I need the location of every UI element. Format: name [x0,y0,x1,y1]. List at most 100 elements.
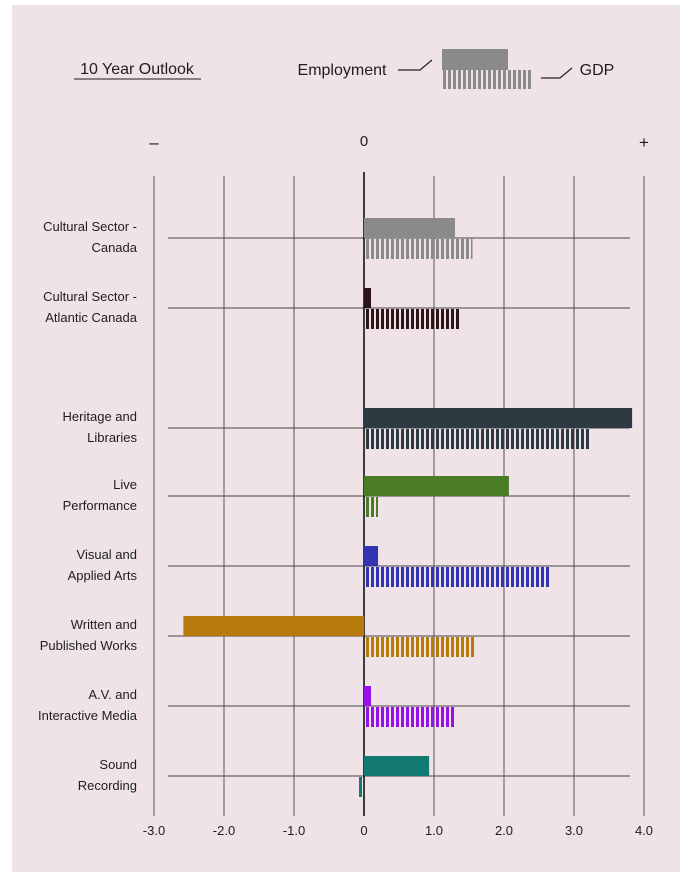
gdp-bar-stripe [391,239,394,259]
legend-gdp-stripe [473,70,476,89]
gdp-bar-stripe [376,497,378,517]
gdp-bar-stripe [456,637,459,657]
category-label: Heritage and [63,409,137,424]
gdp-bar-stripe [466,239,469,259]
gdp-bar-stripe [406,707,409,727]
legend-gdp-stripe [478,70,481,89]
gdp-bar-stripe [391,309,394,329]
gdp-bar-stripe [426,239,429,259]
legend-gdp-stripe [518,70,521,89]
gdp-bar-stripe [461,637,464,657]
gdp-bar-stripe [421,707,424,727]
gdp-bar-stripe [501,567,504,587]
category-label: Sound [99,757,137,772]
gdp-bar [366,429,589,449]
gdp-bar-stripe [436,309,439,329]
employment-bar [364,218,455,238]
category-label: Applied Arts [68,568,138,583]
legend-gdp-swatch [443,70,531,89]
gdp-bar-stripe [401,309,404,329]
gdp-bar-stripe [456,429,459,449]
gdp-bar-stripe [436,707,439,727]
gdp-bar-stripe [471,567,474,587]
x-tick-label: 0 [360,823,367,838]
x-tick-label: 4.0 [635,823,653,838]
gdp-bar-stripe [381,637,384,657]
gdp-bar-stripe [476,429,479,449]
category-label: Recording [78,778,137,793]
gdp-bar-stripe [431,309,434,329]
gdp-bar-stripe [376,637,379,657]
gdp-bar [366,309,459,329]
gdp-bar-stripe [511,567,514,587]
gdp-bar-stripe [416,637,419,657]
gdp-bar-stripe [536,567,539,587]
gdp-bar-stripe [466,429,469,449]
legend-gdp-stripe [448,70,451,89]
gdp-bar-stripe [471,637,474,657]
gdp-bar-stripe [396,239,399,259]
category-label: Performance [63,498,137,513]
gdp-bar-stripe [576,429,579,449]
gdp-bar-stripe [391,567,394,587]
legend-gdp-stripe [528,70,531,89]
legend-gdp-stripe [513,70,516,89]
gdp-bar-stripe [376,567,379,587]
gdp-bar-stripe [386,309,389,329]
gdp-bar-stripe [441,637,444,657]
gdp-bar-stripe [476,567,479,587]
gdp-bar-stripe [541,567,544,587]
gdp-bar-stripe [456,567,459,587]
gdp-bar-stripe [451,637,454,657]
gdp-bar-stripe [441,707,444,727]
legend-employment-swatch [442,49,508,70]
gdp-bar-stripe [431,567,434,587]
category-label: Atlantic Canada [45,310,138,325]
gdp-bar-stripe [486,567,489,587]
gdp-bar-stripe [466,567,469,587]
gdp-bar [366,707,454,727]
gdp-bar-stripe [386,707,389,727]
gdp-bar-stripe [541,429,544,449]
gdp-bar-stripe [406,309,409,329]
legend-gdp-stripe [443,70,446,89]
gdp-bar-stripe [391,707,394,727]
zero-direction-label: 0 [360,133,368,150]
gdp-bar-stripe [521,429,524,449]
category-label: A.V. and [88,687,137,702]
gdp-bar-stripe [381,707,384,727]
gdp-bar-stripe [416,707,419,727]
gdp-bar-stripe [416,309,419,329]
gdp-bar-stripe [491,567,494,587]
gdp-bar-stripe [386,429,389,449]
gdp-bar-stripe [461,567,464,587]
gdp-bar-stripe [536,429,539,449]
legend-gdp-stripe [458,70,461,89]
gdp-bar-stripe [366,309,369,329]
gdp-bar-stripe [426,637,429,657]
gdp-bar-stripe [411,567,414,587]
gdp-bar-stripe [366,429,369,449]
employment-bar [183,616,364,636]
gdp-bar-stripe [561,429,564,449]
gdp-bar-stripe [526,567,529,587]
gdp-bar-stripe [366,239,369,259]
gdp-bar-stripe [421,429,424,449]
employment-bar [364,546,378,566]
gdp-bar-stripe [526,429,529,449]
legend-gdp-stripe [503,70,506,89]
gdp-bar-stripe [446,239,449,259]
category-label: Live [113,477,137,492]
gdp-bar-stripe [451,567,454,587]
legend-gdp-stripe [468,70,471,89]
gdp-bar-stripe [401,637,404,657]
legend-gdp-stripe [508,70,511,89]
negative-direction-label: – [149,133,159,152]
gdp-bar-stripe [446,707,449,727]
category-label: Canada [91,240,137,255]
gdp-bar-stripe [381,429,384,449]
gdp-bar-stripe [411,309,414,329]
gdp-bar-stripe [506,429,509,449]
gdp-bar-stripe [431,429,434,449]
x-tick-label: -3.0 [143,823,165,838]
